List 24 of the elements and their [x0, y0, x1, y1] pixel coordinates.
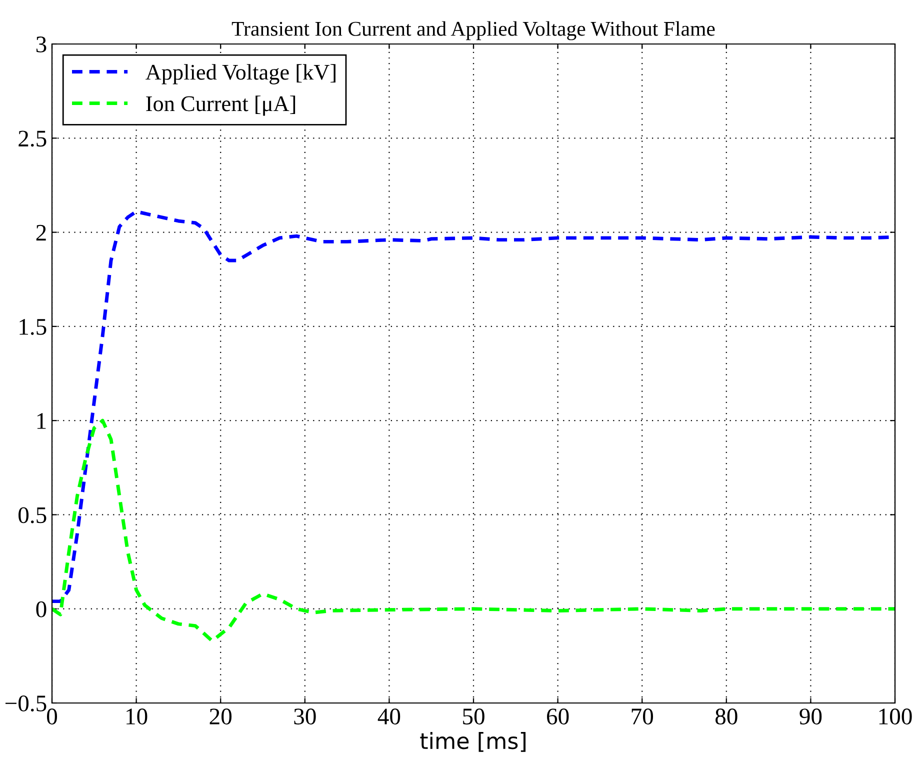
x-tick-label: 80 [715, 708, 738, 724]
x-tick-label: 90 [800, 708, 822, 724]
y-tick-label: 2.5 [18, 130, 46, 147]
x-tick-label: 30 [294, 708, 316, 724]
y-tick-label: 0 [36, 601, 46, 618]
x-tick-label: 0 [46, 708, 58, 724]
line-series [52, 418, 895, 643]
x-tick-label: 70 [632, 708, 654, 724]
x-tick-label: 20 [210, 708, 232, 724]
legend-label: Applied Voltage [kV] [146, 64, 336, 84]
y-tick-label: 0.5 [18, 507, 46, 524]
x-tick-label: 50 [463, 708, 484, 724]
y-tick-label: 1.5 [20, 319, 46, 335]
x-tick-label: 40 [378, 708, 400, 724]
y-tick-label: −0.5 [5, 695, 46, 712]
x-axis-title: time [ms] [420, 732, 526, 752]
y-tick-label: 3 [36, 36, 46, 52]
x-tick-label: 60 [547, 708, 569, 724]
y-tick-label: 1 [37, 413, 46, 429]
x-tick-label: 100 [879, 708, 912, 724]
chart-title: Transient Ion Current and Applied Voltage Without Flame [232, 21, 715, 40]
y-tick-label: 2 [36, 224, 46, 240]
legend-label: Ion Current [μA] [146, 96, 296, 116]
x-tick-label: 10 [126, 708, 148, 724]
